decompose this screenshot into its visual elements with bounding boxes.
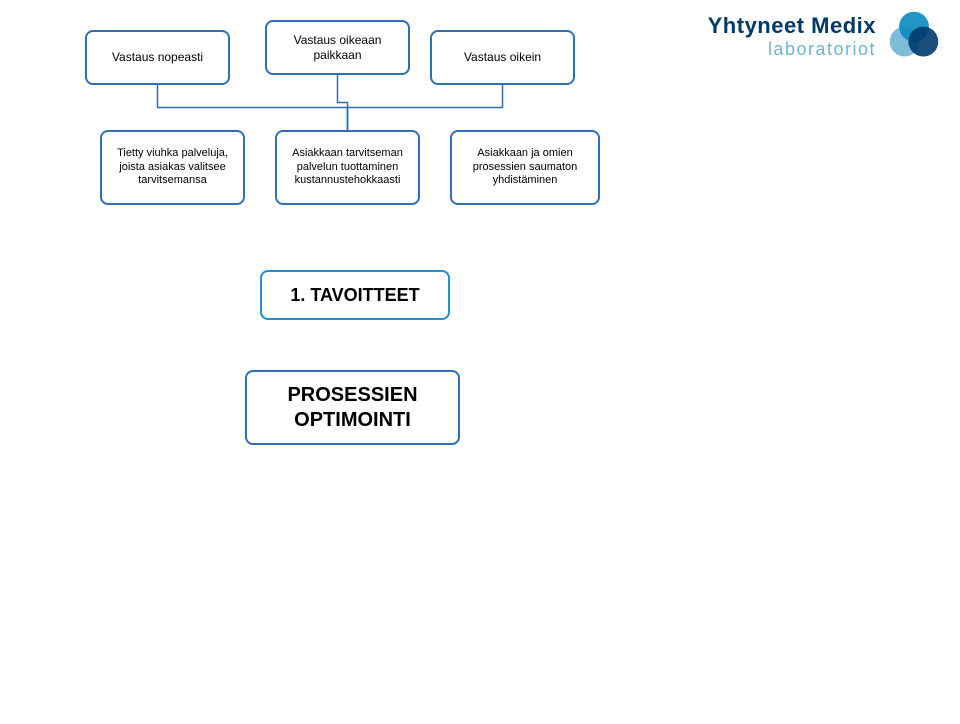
brand-logo-text: Yhtyneet Medix laboratoriot [708, 13, 876, 60]
node-label: Tietty viuhka palveluja, joista asiakas … [110, 147, 235, 188]
node-tietty-viuhka: Tietty viuhka palveluja, joista asiakas … [100, 130, 245, 205]
node-label: Vastaus oikein [464, 50, 541, 65]
node-label: 1. TAVOITTEET [290, 284, 419, 307]
node-label: Asiakkaan ja omien prosessien saumaton y… [460, 147, 590, 188]
brand-logo-line1: Yhtyneet Medix [708, 13, 876, 39]
node-label: Asiakkaan tarvitseman palvelun tuottamin… [285, 147, 410, 188]
node-vastaus-oikeaan: Vastaus oikeaan paikkaan [265, 20, 410, 75]
edges-layer [0, 0, 960, 724]
node-vastaus-oikein: Vastaus oikein [430, 30, 575, 85]
node-vastaus-nopeasti: Vastaus nopeasti [85, 30, 230, 85]
node-asiakkaan-yhdist: Asiakkaan ja omien prosessien saumaton y… [450, 130, 600, 205]
node-label: Vastaus nopeasti [112, 50, 203, 65]
node-asiakkaan-palvelu: Asiakkaan tarvitseman palvelun tuottamin… [275, 130, 420, 205]
brand-logo: Yhtyneet Medix laboratoriot [708, 8, 942, 64]
brand-logo-line2: laboratoriot [768, 39, 876, 60]
node-label: PROSESSIEN OPTIMOINTI [255, 383, 450, 433]
brand-logo-mark-icon [886, 8, 942, 64]
node-label: Vastaus oikeaan paikkaan [275, 33, 400, 63]
node-tavoitteet: 1. TAVOITTEET [260, 270, 450, 320]
node-prosessien: PROSESSIEN OPTIMOINTI [245, 370, 460, 445]
